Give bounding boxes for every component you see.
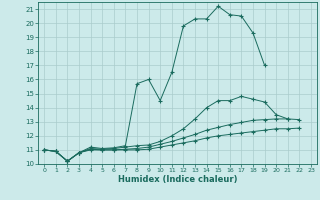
X-axis label: Humidex (Indice chaleur): Humidex (Indice chaleur): [118, 175, 237, 184]
